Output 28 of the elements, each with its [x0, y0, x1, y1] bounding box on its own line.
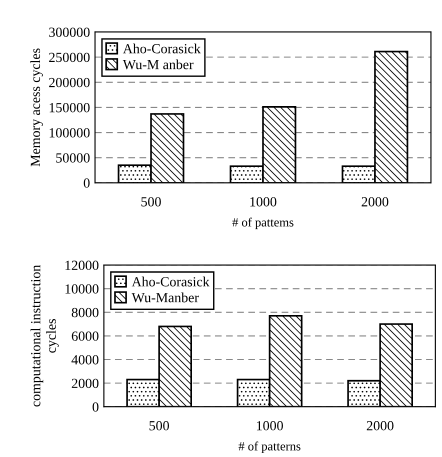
- y-axis-title: computational instruction cycles: [30, 264, 59, 407]
- y-tick-label: 6000: [72, 331, 98, 341]
- y-tick-label: 2000: [72, 378, 98, 388]
- x-tick-label: 2000: [362, 197, 388, 206]
- y-tick-label: 300000: [49, 28, 90, 37]
- x-tick-label: 1000: [256, 421, 283, 430]
- legend-label: Wu-M anber: [122, 59, 194, 70]
- y-tick-label: 8000: [72, 308, 98, 318]
- x-axis-title: # of pattems: [232, 218, 294, 230]
- x-tick-label: 500: [141, 197, 161, 206]
- legend-label: Wu-Manber: [132, 292, 199, 302]
- x-tick-label: 2000: [366, 421, 394, 430]
- x-axis-title: # of patterns: [238, 442, 300, 454]
- y-tick-label: 100000: [50, 128, 90, 138]
- x-tick-label: 1000: [250, 197, 276, 206]
- y-tick-label: 12000: [66, 260, 98, 270]
- legend-label: Aho-Corasick: [122, 44, 201, 54]
- y-tick-label: 150000: [50, 102, 90, 112]
- y-tick-label: 200000: [49, 78, 90, 88]
- y-axis-title: Memory acess cycles: [30, 48, 43, 166]
- x-tick-label: 500: [150, 421, 170, 430]
- y-tick-label: 250000: [49, 52, 90, 62]
- y-tick-label: 0: [84, 178, 90, 188]
- y-tick-label: 10000: [66, 284, 98, 294]
- y-tick-label: 0: [92, 402, 98, 412]
- y-tick-label: 50000: [56, 153, 90, 163]
- legend-label: Aho-Corasick: [132, 276, 210, 286]
- y-tick-label: 4000: [72, 355, 98, 364]
